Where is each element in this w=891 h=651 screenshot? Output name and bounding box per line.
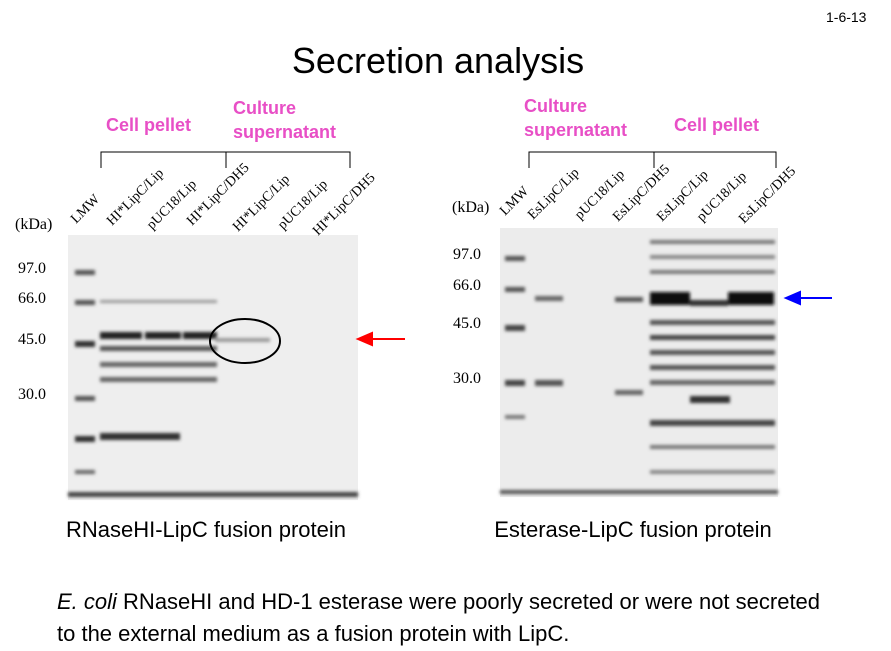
gel-band — [100, 300, 217, 303]
gel-band — [535, 296, 563, 301]
gel-band — [100, 362, 217, 367]
gel-band — [650, 240, 775, 244]
gel-band — [650, 335, 775, 340]
marker-label: 66.0 — [453, 277, 481, 294]
footnote: E. coli RNaseHI and HD-1 esterase were p… — [57, 586, 827, 650]
footnote-italic: E. coli — [57, 589, 117, 614]
caption: RNaseHI-LipC fusion protein — [65, 517, 347, 542]
gel-band — [505, 380, 525, 386]
group-label: Culture supernatant — [524, 96, 628, 140]
gel-band — [505, 325, 525, 331]
gel-band — [75, 270, 95, 275]
marker-label: 66.0 — [18, 290, 46, 307]
marker-label: 45.0 — [453, 315, 481, 332]
gel-band — [650, 445, 775, 449]
gel-band — [100, 346, 217, 351]
unit-label: (kDa) — [15, 216, 53, 233]
marker-label: 97.0 — [453, 246, 481, 263]
gel-band — [650, 365, 775, 370]
marker-label: 45.0 — [18, 331, 46, 348]
gel-band — [728, 292, 774, 305]
lane-label: EsLipC/DH5 — [736, 164, 799, 227]
group-label: Cell pellet — [674, 115, 760, 135]
slide-number: 1-6-13 — [826, 9, 867, 25]
caption: Esterase-LipC fusion protein — [494, 517, 772, 542]
gel-band — [615, 297, 643, 302]
gel-band — [68, 492, 358, 497]
marker-label: 30.0 — [18, 386, 46, 403]
title: Secretion analysis — [291, 40, 585, 81]
gel-band — [505, 256, 525, 261]
gel-band — [145, 332, 181, 339]
gel-band — [183, 332, 217, 339]
gel-band — [650, 320, 775, 325]
gel-band — [615, 390, 643, 395]
gel-band — [650, 350, 775, 355]
gel-band — [75, 341, 95, 347]
gel-band — [650, 270, 775, 274]
gel-band — [500, 490, 778, 494]
gel-band — [650, 380, 775, 385]
lane-label: LMW — [68, 191, 103, 226]
gel-band — [100, 332, 142, 339]
gel-band — [650, 255, 775, 259]
gel-band — [505, 287, 525, 292]
gel-band — [100, 433, 180, 440]
gel-band — [690, 300, 728, 306]
gel-band — [75, 436, 95, 442]
gel-band — [100, 377, 217, 382]
gel-band — [650, 470, 775, 474]
group-label: Cell pellet — [106, 115, 192, 135]
group-label: Culture supernatant — [233, 98, 337, 142]
gel-band — [75, 470, 95, 474]
gel-band — [650, 292, 690, 305]
gel-band — [650, 420, 775, 426]
gel-band — [535, 380, 563, 386]
marker-label: 97.0 — [18, 260, 46, 277]
unit-label: (kDa) — [452, 199, 490, 216]
gel-band — [505, 415, 525, 419]
gel-band — [215, 338, 270, 342]
gel-band — [690, 396, 730, 403]
footnote-text: RNaseHI and HD-1 esterase were poorly se… — [57, 589, 821, 646]
marker-label: 30.0 — [453, 370, 481, 387]
gel-band — [75, 300, 95, 305]
gel-band — [75, 396, 95, 401]
